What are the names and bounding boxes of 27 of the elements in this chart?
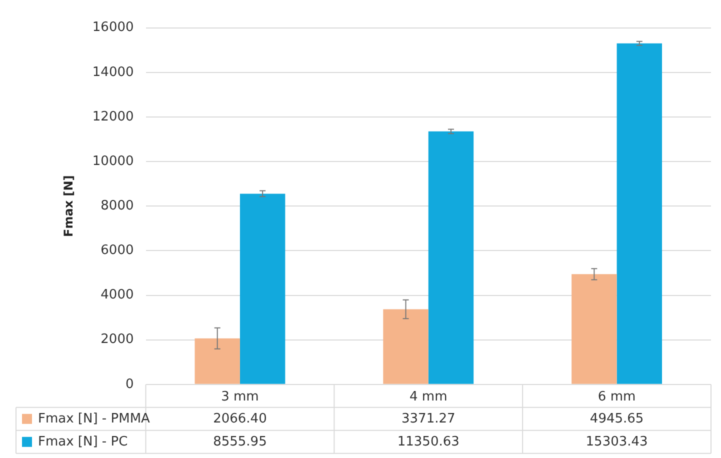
data-label: 8555.95 (213, 434, 267, 450)
bar (194, 338, 240, 384)
y-tick-label: 4000 (100, 288, 134, 303)
y-tick-label: 16000 (92, 20, 134, 36)
data-label: 4945.65 (590, 411, 644, 426)
y-tick-label: 10000 (92, 154, 134, 169)
x-tick-label: 6 mm (598, 390, 636, 405)
legend-label: Fmax [N] - PC (38, 434, 128, 450)
data-label: 15303.43 (586, 434, 648, 450)
bar (616, 43, 662, 384)
y-tick-label: 14000 (92, 64, 134, 80)
y-tick-label: 6000 (100, 243, 134, 258)
bar (240, 194, 286, 384)
bar (428, 131, 474, 384)
y-tick-label: 2000 (100, 332, 134, 348)
bar (383, 309, 428, 384)
data-label: 3371.27 (401, 411, 456, 426)
y-tick-label: 12000 (92, 109, 134, 124)
data-label: 11350.63 (397, 434, 460, 450)
legend-label: Fmax [N] - PMMA (38, 411, 150, 426)
data-label: 2066.40 (213, 411, 267, 426)
y-tick-label: 0 (125, 376, 134, 392)
x-tick-label: 3 mm (221, 390, 259, 405)
y-axis-title: Fmax [N] (61, 175, 76, 237)
x-tick-label: 4 mm (410, 390, 448, 405)
y-tick-label: 8000 (100, 198, 134, 214)
bar (572, 274, 617, 384)
